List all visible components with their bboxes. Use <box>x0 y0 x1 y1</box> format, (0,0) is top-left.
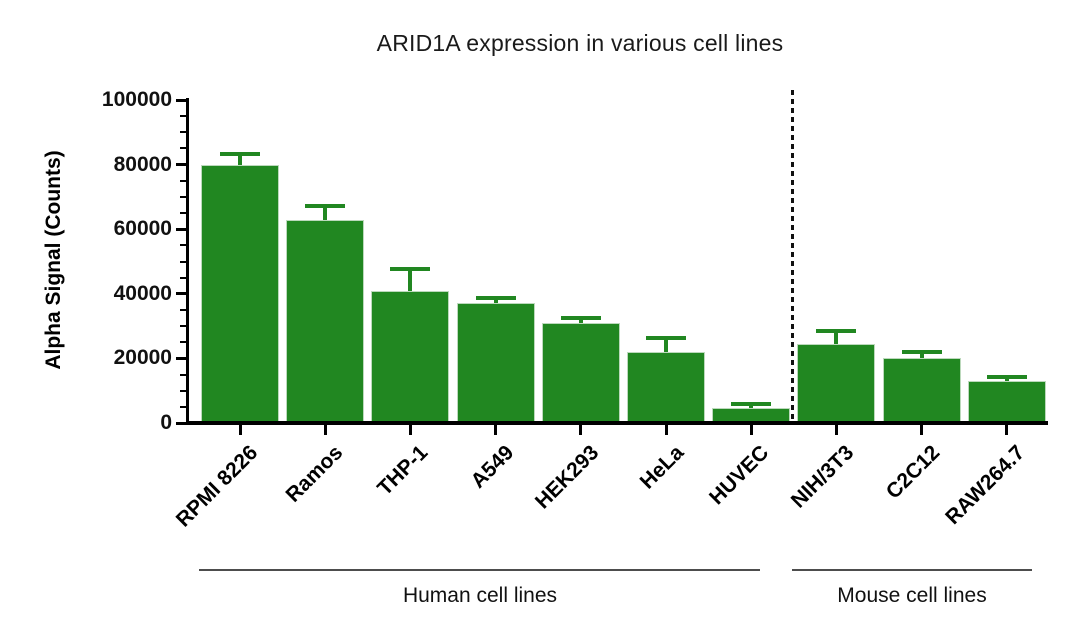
bar-hela <box>627 351 705 423</box>
mouse-group-underline <box>792 569 1032 571</box>
error-bar-cap-hek293 <box>560 316 601 321</box>
bar-a549 <box>456 303 535 423</box>
y-axis-minor-tick <box>180 115 186 118</box>
y-axis-minor-tick <box>180 389 186 392</box>
y-axis-minor-tick <box>180 308 186 311</box>
y-axis-major-tick <box>176 421 186 425</box>
y-axis-minor-tick <box>180 195 186 198</box>
error-bar-cap-ramos <box>305 203 346 208</box>
error-bar-stem-hela <box>664 340 668 358</box>
error-bar-cap-rpmi-8226 <box>220 152 260 157</box>
y-axis-minor-tick <box>180 405 186 408</box>
y-axis-tick-label: 40000 <box>113 281 172 305</box>
x-axis-tick-hela <box>664 425 668 435</box>
y-axis-tick-label: 60000 <box>113 217 172 241</box>
error-bar-cap-raw264-7 <box>986 374 1027 379</box>
y-axis-major-tick <box>176 98 186 102</box>
y-axis-minor-tick <box>180 325 186 328</box>
y-axis-tick-label: 80000 <box>113 152 172 176</box>
x-axis-tick-c2c12 <box>920 425 924 435</box>
human-group-underline <box>199 569 760 571</box>
error-bar-stem-nih-3t3 <box>834 332 839 350</box>
y-axis-tick-label: 100000 <box>101 88 172 111</box>
x-axis-tick-thp-1 <box>408 425 412 435</box>
chart-title: ARID1A expression in various cell lines <box>376 30 784 56</box>
y-axis-major-tick <box>176 292 186 296</box>
y-axis-major-tick <box>176 163 186 167</box>
bar-c2c12 <box>882 358 961 423</box>
bar-rpmi-8226 <box>201 164 279 423</box>
error-bar-stem-thp-1 <box>408 271 413 297</box>
error-bar-cap-a549 <box>475 295 516 300</box>
x-axis-tick-huvec <box>749 425 753 435</box>
y-axis-minor-tick <box>180 147 186 150</box>
y-axis-minor-tick <box>180 341 186 344</box>
error-bar-cap-c2c12 <box>901 350 942 355</box>
y-axis-major-tick <box>176 227 186 231</box>
x-axis-line <box>186 421 1048 425</box>
x-axis-tick-raw264-7 <box>1005 425 1009 435</box>
bar-thp-1 <box>371 290 450 423</box>
y-axis-minor-tick <box>180 212 186 215</box>
error-bar-cap-huvec <box>731 402 772 407</box>
bar-ramos <box>286 219 365 423</box>
error-bar-cap-thp-1 <box>390 267 431 272</box>
human-group-label: Human cell lines <box>402 584 558 607</box>
y-axis-minor-tick <box>180 260 186 263</box>
mouse-group-label: Mouse cell lines <box>837 584 987 607</box>
x-axis-label-rpmi-8226: RPMI 8226 <box>171 441 263 532</box>
y-axis-tick-label: 20000 <box>113 346 172 370</box>
y-axis-major-tick <box>176 356 186 360</box>
x-axis-tick-rpmi-8226 <box>238 425 242 435</box>
y-axis-tick-label: 0 <box>160 411 172 434</box>
bar-raw264-7 <box>967 381 1046 423</box>
species-separator-dashed-line <box>791 90 794 423</box>
error-bar-stem-rpmi-8226 <box>238 156 242 171</box>
bar-hek293 <box>541 322 620 423</box>
y-axis-minor-tick <box>180 373 186 376</box>
error-bar-stem-ramos <box>323 207 328 226</box>
x-axis-label-huvec: HUVEC <box>705 441 774 510</box>
error-bar-cap-hela <box>646 336 686 341</box>
x-axis-tick-ramos <box>323 425 327 435</box>
bar-nih-3t3 <box>797 343 876 423</box>
x-axis-tick-nih-3t3 <box>834 425 838 435</box>
y-axis-line <box>186 98 189 425</box>
y-axis-minor-tick <box>180 276 186 279</box>
y-axis-minor-tick <box>180 244 186 247</box>
x-axis-tick-a549 <box>494 425 498 435</box>
x-axis-tick-hek293 <box>579 425 583 435</box>
y-axis-minor-tick <box>180 131 186 134</box>
error-bar-cap-nih-3t3 <box>816 328 857 333</box>
y-axis-minor-tick <box>180 179 186 182</box>
